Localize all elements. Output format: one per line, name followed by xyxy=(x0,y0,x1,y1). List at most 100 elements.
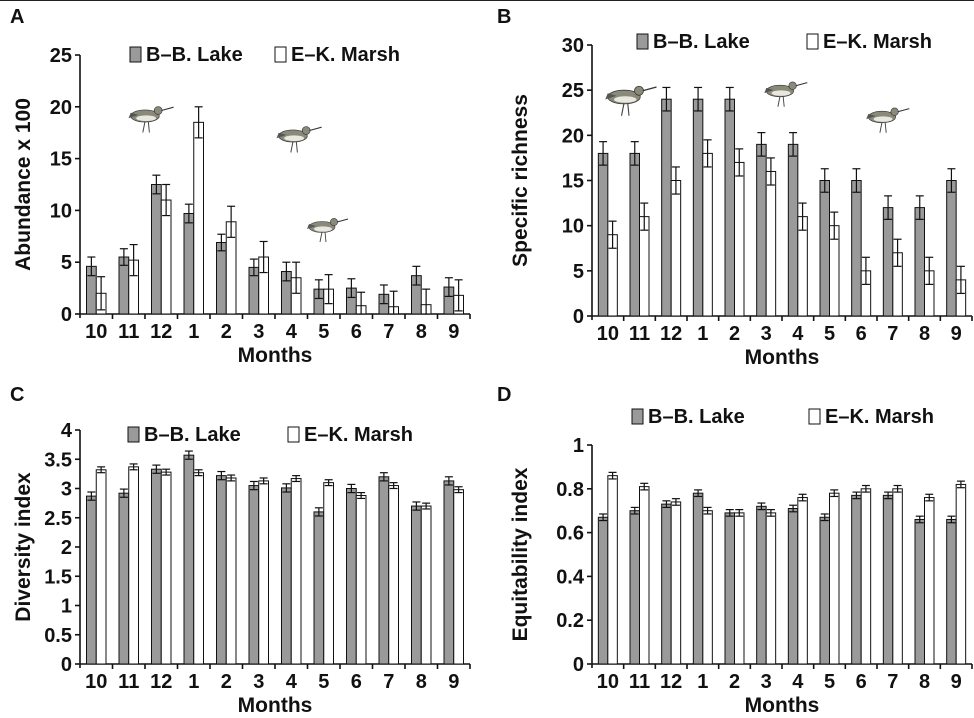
bird-belly xyxy=(614,96,637,103)
bar-lake xyxy=(882,207,894,317)
bar-marsh xyxy=(193,121,204,315)
y-tick-label: 0.6 xyxy=(556,523,584,545)
x-tick-label: 3 xyxy=(253,671,264,693)
bar-lake xyxy=(946,180,957,317)
bird-belly xyxy=(314,226,332,232)
bird-leg xyxy=(777,96,781,107)
bird-head xyxy=(634,85,644,96)
bird-leg xyxy=(884,122,887,133)
bar-marsh xyxy=(160,471,172,665)
y-tick-label: 0.4 xyxy=(556,566,585,588)
x-tick-label: 9 xyxy=(951,671,962,693)
y-tick-label: 30 xyxy=(562,35,584,57)
y-tick-label: 3 xyxy=(61,479,72,501)
x-tick-label: 9 xyxy=(448,671,459,693)
bar-lake xyxy=(151,184,162,315)
panel-letter: C xyxy=(10,384,24,406)
x-tick-label: 10 xyxy=(85,671,107,693)
bar-lake xyxy=(597,516,609,665)
sandpiper-icon xyxy=(764,81,808,107)
legend-swatch-marsh xyxy=(808,408,821,425)
bird-tail xyxy=(605,93,617,100)
bar-marsh xyxy=(670,501,682,665)
x-axis-title: Months xyxy=(745,346,820,369)
x-tick-label: 6 xyxy=(856,323,867,345)
bar-marsh xyxy=(639,216,650,317)
x-tick-label: 12 xyxy=(660,671,682,693)
y-tick-label: 5 xyxy=(573,261,584,283)
x-tick-label: 12 xyxy=(660,323,682,345)
sandpiper-icon xyxy=(307,218,349,243)
y-tick-label: 2 xyxy=(61,537,72,559)
x-tick-label: 11 xyxy=(118,321,139,343)
bird-head xyxy=(330,218,338,226)
bar-marsh xyxy=(388,485,399,665)
y-tick-label: 4 xyxy=(61,420,73,442)
bar-marsh xyxy=(829,492,840,665)
bar-lake xyxy=(851,494,862,665)
y-tick-label: 15 xyxy=(50,149,72,171)
bar-marsh xyxy=(765,170,777,317)
bar-lake xyxy=(378,476,390,665)
x-tick-label: 2 xyxy=(221,321,232,343)
bar-lake xyxy=(216,242,227,315)
x-tick-label: 4 xyxy=(792,671,804,693)
bar-marsh xyxy=(860,488,872,665)
bird-beak xyxy=(897,108,910,113)
legend: B–B. Lake E–K. Marsh xyxy=(636,31,932,53)
legend-swatch-marsh xyxy=(806,33,819,50)
bar-marsh xyxy=(95,469,107,665)
x-tick-label: 11 xyxy=(629,671,650,693)
bar-marsh xyxy=(225,477,237,665)
bar-lake xyxy=(597,152,609,317)
x-tick-label: 2 xyxy=(729,323,740,345)
sandpiper-icon xyxy=(605,85,657,116)
bar-lake xyxy=(86,495,97,665)
bar-lake xyxy=(183,454,195,665)
bar-lake xyxy=(756,505,767,665)
x-tick-label: 1 xyxy=(697,671,708,693)
bar-marsh xyxy=(639,486,650,665)
x-tick-label: 6 xyxy=(351,321,362,343)
x-tick-label: 4 xyxy=(792,323,804,345)
legend-swatch-lake xyxy=(631,408,644,425)
y-tick-label: 0 xyxy=(61,304,72,326)
bird-leg xyxy=(147,121,150,133)
x-tick-label: 6 xyxy=(351,671,362,693)
bar-lake xyxy=(443,480,455,665)
y-tick-label: 0.8 xyxy=(556,479,584,501)
bar-marsh xyxy=(193,472,204,665)
x-axis-title: Months xyxy=(745,694,820,717)
bar-marsh xyxy=(290,478,302,665)
x-tick-label: 8 xyxy=(919,323,930,345)
legend-label-lake: B–B. Lake xyxy=(648,406,745,428)
x-tick-label: 1 xyxy=(188,671,199,693)
bar-lake xyxy=(216,475,227,665)
bar-lake xyxy=(724,512,735,665)
bar-lake xyxy=(692,98,704,317)
bird-beak xyxy=(336,218,349,223)
legend-swatch-lake xyxy=(636,33,649,50)
bar-marsh xyxy=(323,482,334,665)
x-tick-label: 8 xyxy=(919,671,930,693)
panel-letter: D xyxy=(497,384,511,406)
bar-marsh xyxy=(453,489,464,665)
legend: B–B. Lake E–K. Marsh xyxy=(127,424,413,446)
x-tick-label: 9 xyxy=(951,323,962,345)
bar-lake xyxy=(882,494,894,665)
bar-lake xyxy=(819,180,830,317)
legend-swatch-lake xyxy=(127,426,140,443)
x-tick-label: 4 xyxy=(286,321,298,343)
y-tick-label: 0 xyxy=(573,654,584,676)
x-tick-label: 4 xyxy=(286,671,298,693)
legend-label-lake: B–B. Lake xyxy=(144,424,241,446)
y-tick-label: 1.5 xyxy=(44,566,72,588)
bar-lake xyxy=(946,518,957,665)
x-tick-label: 8 xyxy=(416,321,427,343)
bird-leg xyxy=(319,231,323,243)
bird-head xyxy=(788,81,797,90)
bird-leg xyxy=(620,103,625,116)
bird-tail xyxy=(866,113,876,120)
x-tick-label: 7 xyxy=(887,671,898,693)
